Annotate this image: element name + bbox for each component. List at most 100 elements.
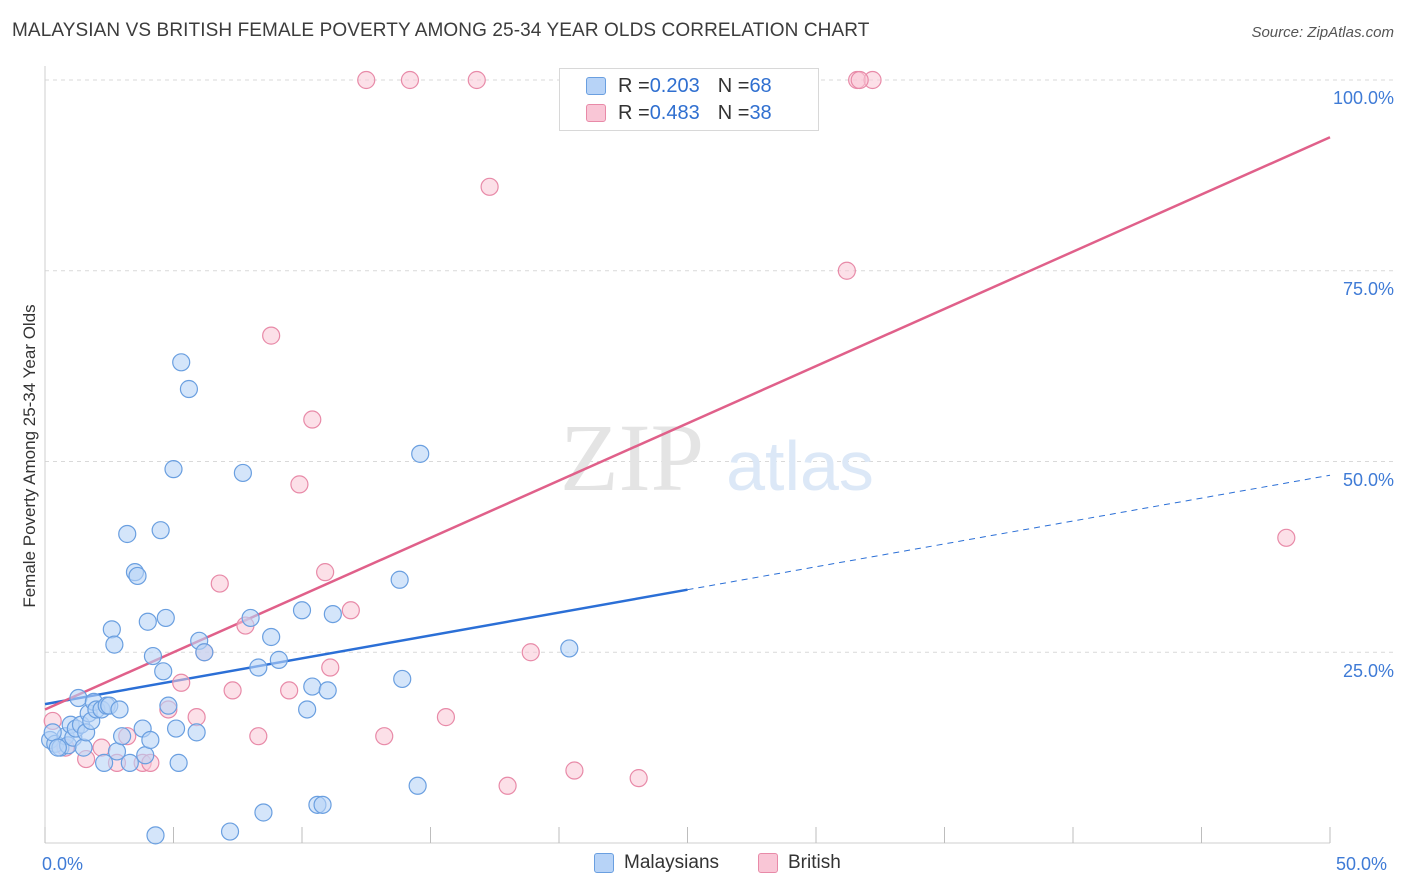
malaysian-point	[408, 776, 427, 795]
british-point	[357, 70, 376, 90]
malaysian-point	[318, 681, 337, 700]
british-point	[375, 727, 394, 746]
watermark: ZIP atlas	[560, 404, 874, 511]
malaysian-point	[313, 795, 332, 814]
series-legend: Malaysians British	[0, 852, 1406, 876]
british-point	[303, 410, 322, 429]
malaysian-point	[166, 719, 186, 738]
malaysian-point	[169, 753, 188, 772]
british-point	[400, 70, 420, 90]
legend-item-british: British	[758, 852, 841, 874]
y-axis-label: Female Poverty Among 25-34 Year Olds	[20, 304, 39, 608]
stats-row-british: R = 0.483 N = 38	[586, 101, 772, 125]
malaysians-legend-swatch	[594, 853, 614, 873]
british-point	[316, 563, 335, 582]
y-tick-label: 50.0%	[1342, 470, 1394, 490]
malaysian-point	[249, 658, 268, 677]
n-value: 38	[749, 101, 772, 124]
british-point	[837, 261, 856, 280]
malaysian-point	[172, 353, 191, 372]
malaysians-swatch	[586, 77, 606, 95]
malaysian-point	[269, 650, 288, 669]
british-point	[280, 681, 299, 700]
british-point	[172, 673, 191, 692]
y-tick-label: 75.0%	[1342, 279, 1394, 299]
malaysian-point	[128, 566, 147, 586]
r-label: R =	[618, 74, 650, 97]
r-label: R =	[618, 101, 650, 124]
malaysian-point	[154, 662, 173, 681]
r-value: 0.483	[649, 101, 700, 124]
british-point	[290, 475, 309, 494]
malaysian-point	[560, 639, 579, 658]
british-point	[521, 643, 540, 662]
malaysian-point	[292, 601, 312, 620]
malaysian-point	[220, 822, 240, 841]
british-legend-swatch	[758, 853, 778, 873]
malaysian-point	[48, 738, 67, 757]
british-point	[92, 738, 111, 757]
malaysian-point	[43, 723, 62, 742]
malaysian-point	[262, 627, 281, 647]
r-value: 0.203	[649, 74, 700, 97]
british-point	[262, 326, 281, 345]
trendlines	[44, 136, 1331, 711]
n-label: N =	[717, 74, 750, 97]
malaysian-point	[74, 738, 93, 757]
british-point	[850, 70, 869, 90]
malaysian-point	[390, 570, 409, 589]
x-tick-label: 0.0%	[42, 854, 84, 874]
malaysian-point	[233, 463, 252, 483]
british-point	[1277, 528, 1296, 547]
british-point	[223, 681, 242, 700]
malaysian-point	[323, 604, 342, 624]
malaysian-point	[120, 753, 139, 772]
malaysian-point	[241, 608, 260, 628]
malaysian-point	[118, 524, 137, 544]
gridlines	[45, 79, 1395, 653]
x-tick-label: 50.0%	[1336, 854, 1388, 874]
stats-legend: R = 0.203 N = 68 R = 0.483 N = 38	[559, 68, 819, 131]
british-point	[341, 601, 360, 620]
malaysian-point	[159, 696, 178, 715]
british-point	[467, 70, 486, 90]
legend-label: British	[788, 852, 841, 873]
british-point	[629, 769, 648, 788]
british-point	[321, 658, 340, 677]
malaysian-point	[164, 460, 183, 479]
legend-label: Malaysians	[624, 852, 720, 873]
source-label: Source: ZipAtlas.com	[1251, 24, 1394, 41]
malaysian-points	[41, 353, 579, 845]
watermark-atlas: atlas	[726, 427, 874, 505]
malaysian-point	[136, 746, 155, 765]
malaysian-point	[69, 688, 88, 708]
british-point	[187, 708, 206, 727]
british-point	[565, 761, 584, 780]
chart-title: MALAYSIAN VS BRITISH FEMALE POVERTY AMON…	[12, 20, 870, 41]
malaysian-point	[254, 803, 273, 822]
malaysian-point	[179, 379, 199, 399]
axes	[44, 66, 1331, 844]
malaysian-point	[393, 669, 412, 689]
malaysian-point	[187, 723, 206, 742]
malaysian-point	[105, 635, 124, 654]
malaysian-point	[95, 753, 114, 772]
malaysians-trendline-extension	[687, 474, 1331, 591]
watermark-zip: ZIP	[560, 404, 704, 511]
british-point	[436, 708, 456, 727]
malaysian-point	[195, 643, 214, 662]
malaysian-point	[138, 612, 157, 631]
y-tick-label: 100.0%	[1332, 88, 1394, 108]
n-value: 68	[749, 74, 772, 97]
malaysian-point	[151, 521, 170, 540]
y-tick-label: 25.0%	[1342, 661, 1394, 681]
malaysian-point	[112, 727, 132, 746]
malaysian-point	[143, 646, 163, 666]
british-trendline	[44, 136, 1331, 711]
british-point	[480, 177, 499, 196]
malaysians-trendline	[44, 588, 688, 706]
malaysian-point	[411, 444, 430, 463]
british-point	[498, 776, 517, 795]
malaysian-point	[146, 826, 165, 845]
